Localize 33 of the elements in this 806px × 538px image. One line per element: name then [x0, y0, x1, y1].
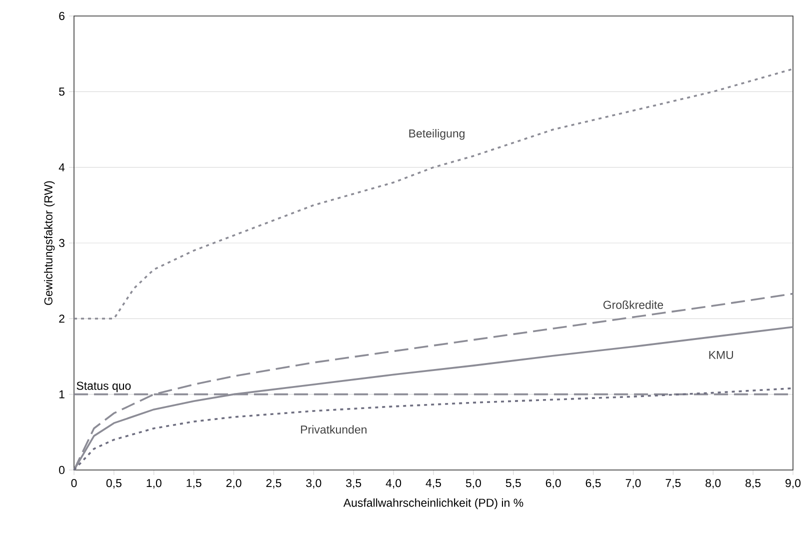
- x-tick-label: 9,0: [786, 479, 801, 489]
- y-tick-label: 6: [59, 12, 64, 20]
- x-tick-label: 8,5: [746, 479, 761, 489]
- ref-line-label: Status quo: [76, 382, 131, 392]
- x-tick-label: 5,0: [466, 479, 481, 489]
- y-tick-label: 2: [59, 314, 64, 323]
- series-label: KMU: [709, 351, 733, 360]
- x-tick-label: 6,5: [586, 479, 601, 489]
- x-tick-label: 7,5: [666, 479, 681, 488]
- series-label: Privatkunden: [301, 425, 366, 434]
- y-tick-label: 4: [58, 163, 65, 172]
- series-label: Beteiligung: [409, 129, 464, 140]
- y-axis-title: Gewichtungsfaktor (RW): [44, 181, 55, 305]
- x-tick-label: 5,5: [506, 479, 521, 488]
- x-tick-label: 1,5: [186, 479, 202, 488]
- series-label: Großkredite: [603, 300, 664, 309]
- x-tick-label: 6,0: [546, 479, 561, 489]
- x-tick-label: 4,5: [426, 479, 442, 488]
- x-tick-label: 7,0: [626, 479, 641, 489]
- y-tick-label: 3: [59, 238, 64, 248]
- x-tick-label: 0: [71, 479, 77, 488]
- x-tick-label: 2,5: [266, 479, 282, 489]
- x-tick-label: 4,0: [386, 479, 402, 489]
- y-tick-label: 5: [59, 88, 64, 96]
- y-tick-label: 0: [59, 466, 65, 474]
- x-tick-label: 1,0: [146, 479, 162, 489]
- x-axis-title: Ausfallwahrscheinlichkeit (PD) in %: [343, 498, 524, 510]
- x-tick-label: 8,0: [706, 479, 721, 489]
- y-tick-label: 1: [59, 390, 64, 398]
- x-tick-label: 3,0: [306, 479, 322, 489]
- x-tick-label: 0,5: [106, 479, 122, 489]
- x-tick-label: 2,0: [226, 479, 242, 489]
- x-tick-label: 3,5: [346, 479, 362, 489]
